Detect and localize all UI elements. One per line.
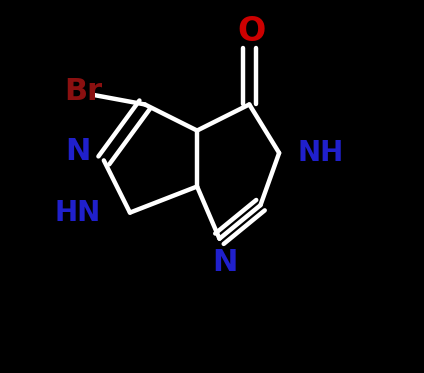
- Text: Br: Br: [64, 77, 102, 106]
- Text: HN: HN: [55, 198, 101, 227]
- Text: NH: NH: [297, 139, 343, 167]
- Text: O: O: [237, 15, 265, 48]
- Text: N: N: [65, 137, 90, 166]
- Text: N: N: [212, 248, 238, 278]
